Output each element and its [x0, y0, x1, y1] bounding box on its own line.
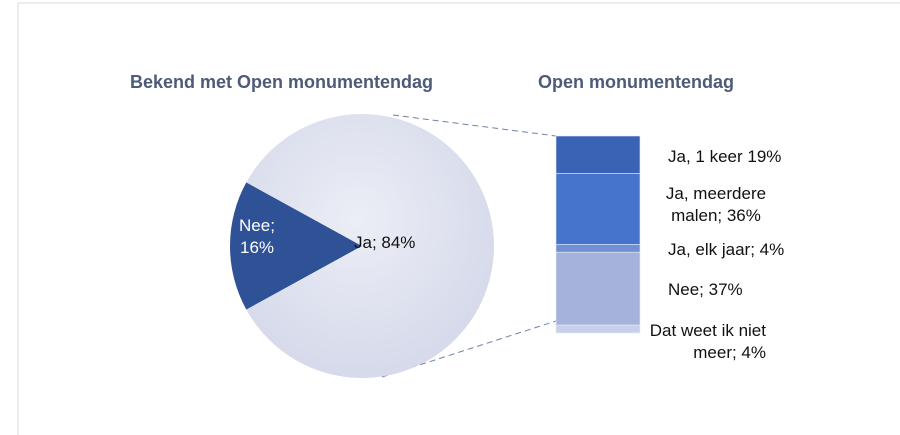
pie-title: Bekend met Open monumentendag: [130, 72, 434, 92]
data-label: Ja, elk jaar; 4%: [668, 240, 785, 259]
bar-segment: [555, 324, 641, 334]
bar-segment: [555, 244, 641, 253]
pie-slice: [229, 182, 362, 310]
data-label: Ja, meerdere malen; 36%: [665, 184, 767, 225]
bar-title: Open monumentendag: [538, 72, 735, 92]
connector: [392, 114, 557, 137]
bar-segment: [555, 135, 641, 174]
data-label: Dat weet ik niet meer; 4%: [649, 321, 766, 362]
data-label: Ja; 84%: [354, 233, 416, 252]
data-label: Nee; 37%: [668, 280, 743, 299]
data-label: Nee; 16%: [239, 216, 275, 257]
data-label: Ja, 1 keer 19%: [668, 147, 782, 166]
bar-segment: [555, 251, 641, 326]
pie-slice: [246, 113, 494, 378]
bar-segment: [555, 173, 641, 245]
